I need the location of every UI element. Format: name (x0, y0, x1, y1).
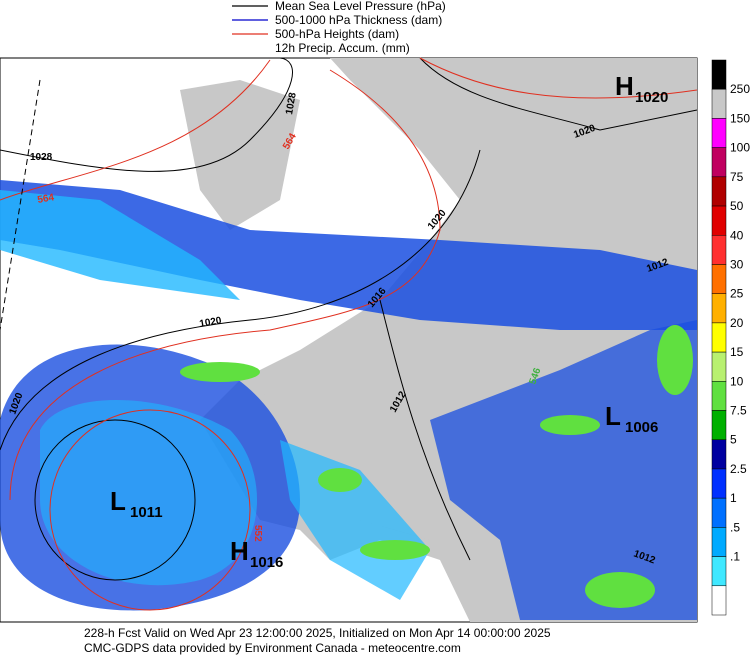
center-value: 1011 (130, 504, 163, 521)
colorbar-swatch (711, 351, 727, 382)
colorbar-label: 30 (730, 257, 744, 271)
legend-label: 500-1000 hPa Thickness (dam) (275, 13, 442, 27)
colorbar-label: 50 (730, 199, 744, 213)
contour-label: 564 (37, 192, 56, 206)
colorbar-swatch (711, 235, 727, 265)
center-value: 1016 (250, 554, 283, 571)
height-contour (419, 57, 698, 99)
colorbar-swatch (711, 59, 727, 90)
precip-core (360, 540, 430, 560)
colorbar: 250 150 100 75 50 40 30 25 20 15 10 7.5 5 2.5 1 .5 .1 (711, 59, 750, 616)
precip-core (180, 362, 260, 382)
map (0, 57, 698, 623)
colorbar-swatch (711, 410, 727, 440)
colorbar-label: 75 (730, 170, 744, 184)
center-letter: L (110, 486, 126, 516)
precip (280, 440, 430, 600)
precip (0, 180, 697, 330)
colorbar-label: 250 (730, 82, 750, 96)
center-value: 1006 (625, 419, 658, 436)
colorbar-label: 150 (730, 111, 750, 125)
isobar (0, 57, 293, 172)
isobar (34, 419, 196, 581)
colorbar-label: 7.5 (730, 404, 747, 418)
colorbar-label: 100 (730, 141, 750, 155)
colorbar-label: .5 (730, 520, 740, 534)
colorbar-label: 40 (730, 228, 744, 242)
height-contour (49, 409, 251, 611)
legend-label: 12h Precip. Accum. (mm) (275, 41, 410, 55)
legend-label: 500-hPa Heights (dam) (275, 27, 399, 41)
precip (430, 320, 697, 620)
contour-label: 552 (252, 525, 263, 542)
legend: Mean Sea Level Pressure (hPa)500-1000 hP… (232, 0, 446, 55)
colorbar-swatch (711, 468, 727, 499)
colorbar-swatch (711, 439, 727, 470)
footer-line: CMC-GDPS data provided by Environment Ca… (84, 641, 461, 655)
precip-core (657, 325, 693, 395)
colorbar-label: 20 (730, 316, 744, 330)
colorbar-label: 15 (730, 345, 744, 359)
legend-label: Mean Sea Level Pressure (hPa) (275, 0, 446, 13)
colorbar-swatch (711, 497, 727, 528)
precip (0, 190, 240, 300)
colorbar-label: 1 (730, 491, 737, 505)
colorbar-swatch (711, 147, 727, 178)
precip-core (540, 415, 600, 435)
colorbar-swatch (711, 585, 727, 616)
contour-label: 1028 (284, 91, 299, 115)
colorbar-label: .1 (730, 550, 740, 564)
colorbar-swatch (711, 556, 727, 587)
center-letter: L (605, 401, 621, 431)
colorbar-swatch (711, 176, 727, 207)
colorbar-swatch (711, 293, 727, 324)
center-letter: H (230, 536, 249, 566)
footer-line: 228-h Fcst Valid on Wed Apr 23 12:00:00 … (84, 626, 551, 640)
center-letter: H (615, 71, 634, 101)
height-contour (0, 59, 271, 201)
colorbar-swatch (711, 118, 727, 148)
center-value: 1020 (635, 89, 668, 106)
colorbar-swatch (711, 381, 727, 411)
colorbar-label: 10 (730, 374, 744, 388)
colorbar-swatch (711, 527, 727, 557)
colorbar-label: 5 (730, 433, 737, 447)
precip (40, 400, 258, 586)
colorbar-swatch (711, 88, 727, 119)
height-contour (9, 69, 441, 501)
isobar (379, 299, 471, 561)
colorbar-swatch (711, 264, 727, 294)
isobar (0, 149, 481, 451)
colorbar-label: 25 (730, 287, 744, 301)
colorbar-swatch (711, 205, 727, 236)
footer: 228-h Fcst Valid on Wed Apr 23 12:00:00 … (84, 626, 551, 655)
graticule (0, 79, 41, 331)
precip-core (318, 468, 362, 492)
isobar (419, 57, 698, 131)
precip-core (585, 572, 655, 608)
colorbar-label: 2.5 (730, 462, 747, 476)
contour-label: 1020 (199, 315, 223, 330)
colorbar-swatch (711, 322, 727, 353)
contour-label: 1028 (30, 152, 53, 163)
